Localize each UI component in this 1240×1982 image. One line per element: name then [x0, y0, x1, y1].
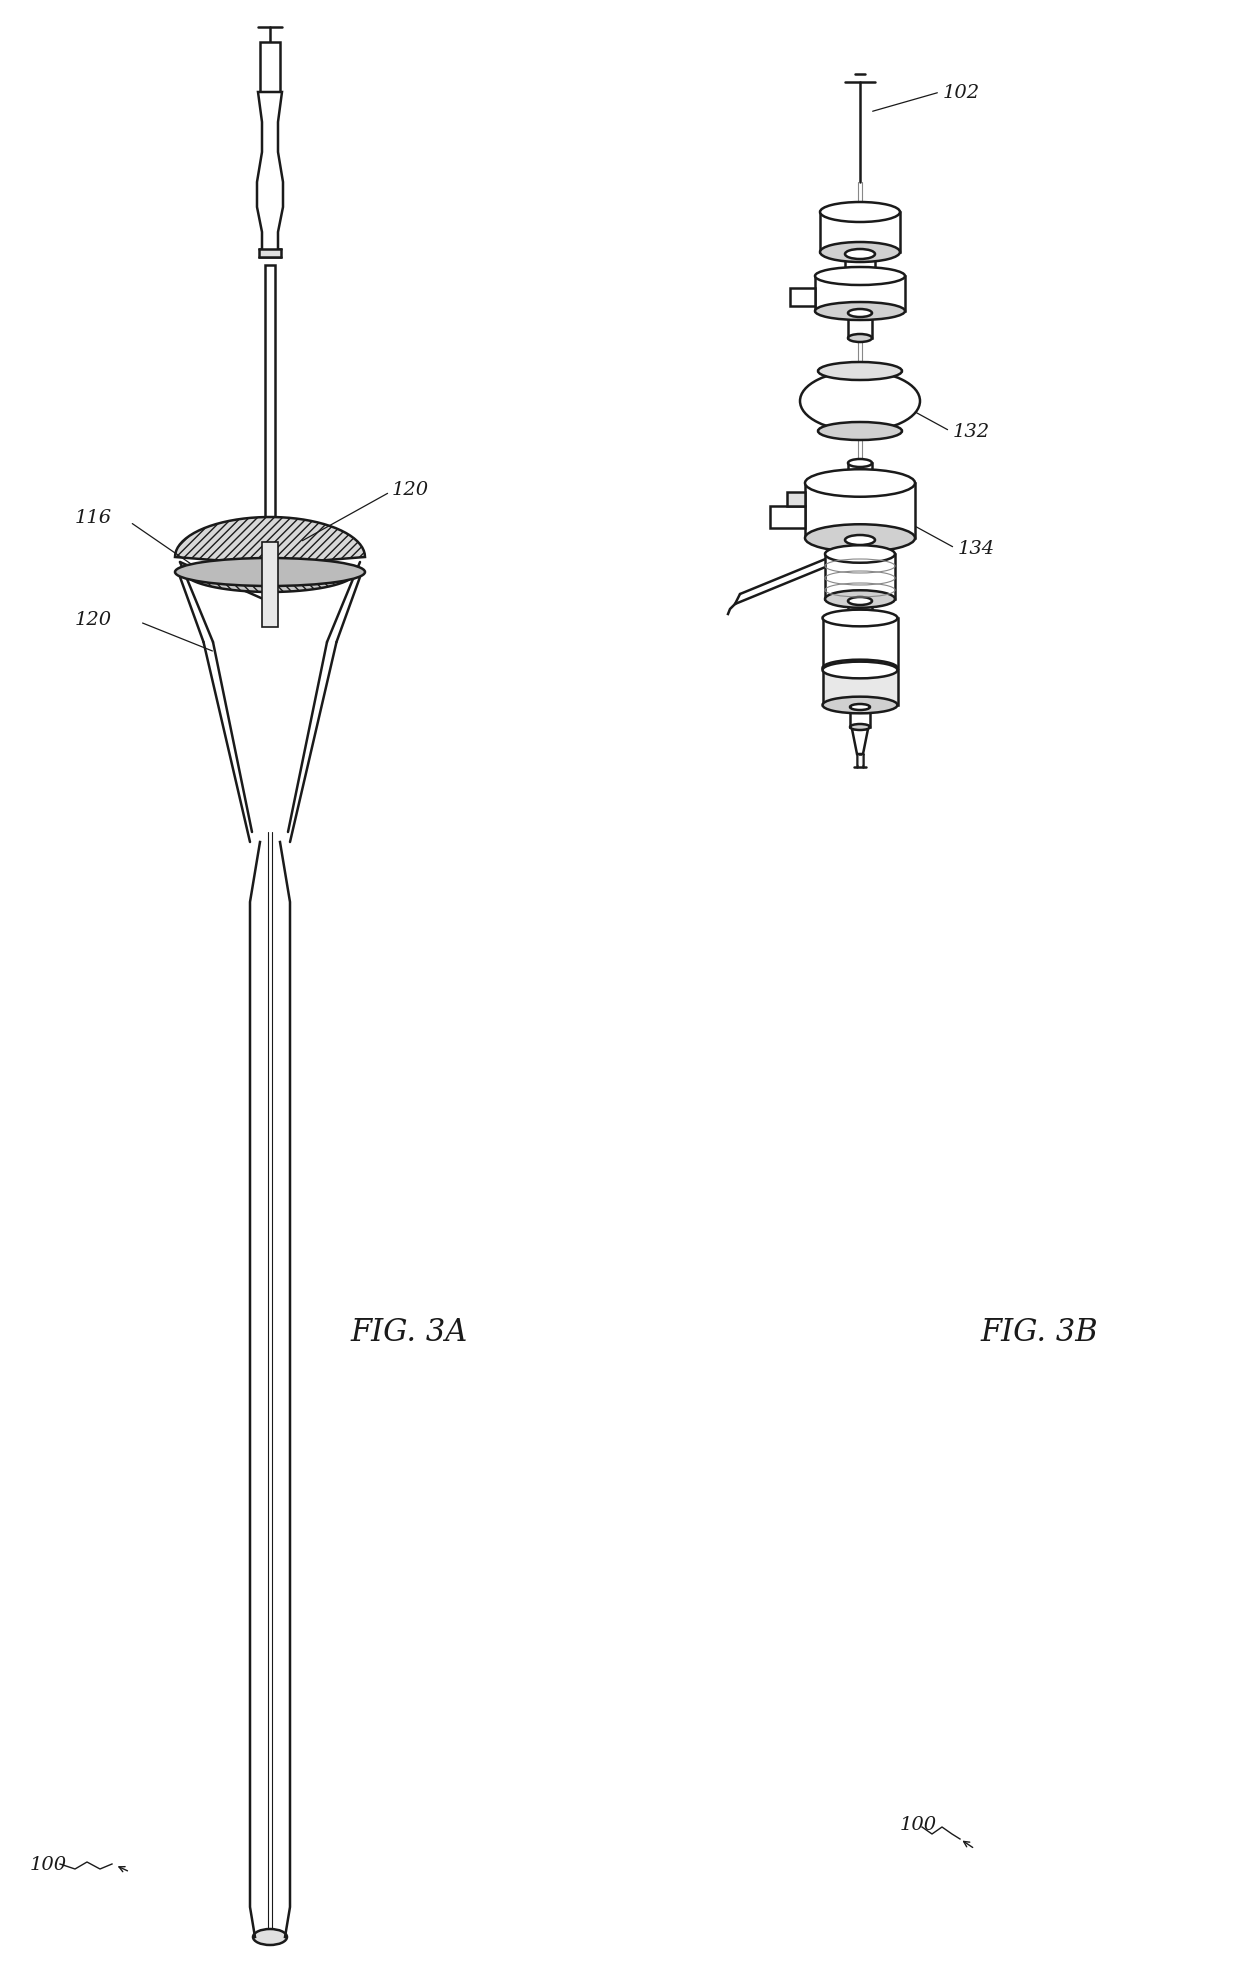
- Ellipse shape: [818, 363, 901, 381]
- Polygon shape: [250, 842, 290, 1936]
- Ellipse shape: [820, 244, 900, 264]
- Ellipse shape: [800, 373, 920, 432]
- FancyBboxPatch shape: [787, 494, 805, 507]
- Ellipse shape: [822, 698, 898, 714]
- FancyBboxPatch shape: [822, 670, 898, 706]
- Text: 100: 100: [900, 1816, 937, 1833]
- FancyBboxPatch shape: [848, 464, 872, 482]
- FancyBboxPatch shape: [848, 603, 872, 616]
- Text: FIG. 3A: FIG. 3A: [350, 1316, 467, 1348]
- FancyBboxPatch shape: [825, 555, 895, 601]
- Polygon shape: [185, 573, 356, 593]
- Text: 120: 120: [74, 610, 112, 628]
- Ellipse shape: [844, 547, 875, 557]
- FancyBboxPatch shape: [844, 541, 875, 553]
- Ellipse shape: [848, 612, 872, 620]
- Text: 100: 100: [30, 1855, 67, 1873]
- Ellipse shape: [844, 250, 875, 260]
- Ellipse shape: [844, 270, 875, 279]
- Ellipse shape: [822, 662, 898, 680]
- FancyBboxPatch shape: [770, 507, 805, 529]
- Ellipse shape: [822, 610, 898, 626]
- FancyBboxPatch shape: [849, 708, 870, 727]
- Text: 102: 102: [942, 83, 980, 101]
- Ellipse shape: [848, 309, 872, 317]
- FancyBboxPatch shape: [822, 618, 898, 668]
- FancyBboxPatch shape: [805, 484, 915, 539]
- Ellipse shape: [822, 660, 898, 678]
- FancyBboxPatch shape: [259, 250, 281, 258]
- Text: FIG. 3B: FIG. 3B: [980, 1316, 1097, 1348]
- Ellipse shape: [825, 591, 895, 608]
- Ellipse shape: [848, 478, 872, 486]
- Polygon shape: [175, 517, 365, 573]
- Ellipse shape: [825, 545, 895, 563]
- Ellipse shape: [818, 422, 901, 440]
- Ellipse shape: [253, 1928, 286, 1944]
- Text: 132: 132: [954, 422, 990, 440]
- Text: 116: 116: [74, 509, 112, 527]
- Ellipse shape: [805, 525, 915, 553]
- Ellipse shape: [844, 535, 875, 545]
- Ellipse shape: [805, 470, 915, 497]
- FancyBboxPatch shape: [815, 277, 905, 311]
- Ellipse shape: [848, 599, 872, 606]
- Polygon shape: [852, 729, 868, 755]
- Ellipse shape: [848, 460, 872, 468]
- Ellipse shape: [815, 303, 905, 321]
- Text: 120: 120: [392, 482, 429, 499]
- Ellipse shape: [820, 202, 900, 222]
- FancyBboxPatch shape: [820, 212, 900, 254]
- FancyBboxPatch shape: [265, 266, 275, 533]
- Ellipse shape: [849, 725, 870, 731]
- FancyBboxPatch shape: [262, 543, 278, 628]
- Ellipse shape: [815, 268, 905, 285]
- Ellipse shape: [848, 335, 872, 343]
- FancyBboxPatch shape: [844, 256, 875, 275]
- Polygon shape: [257, 93, 283, 254]
- Ellipse shape: [175, 559, 365, 587]
- FancyBboxPatch shape: [848, 313, 872, 339]
- Ellipse shape: [849, 706, 870, 712]
- FancyBboxPatch shape: [790, 289, 815, 307]
- Text: 134: 134: [959, 539, 996, 557]
- FancyBboxPatch shape: [260, 44, 280, 93]
